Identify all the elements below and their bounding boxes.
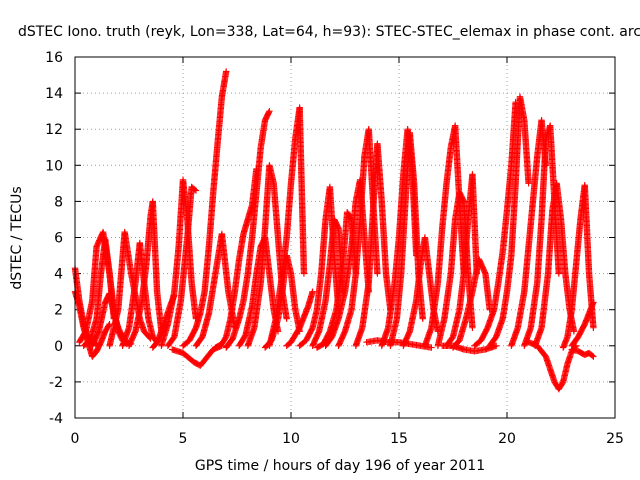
y-tick-label: 16 xyxy=(45,50,63,66)
x-tick-label: 5 xyxy=(179,431,188,447)
arc-series-11 xyxy=(164,183,200,349)
y-tick-label: -4 xyxy=(49,411,63,427)
y-tick-label: 14 xyxy=(45,86,63,102)
x-tick-label: 25 xyxy=(606,431,624,447)
data-point xyxy=(192,187,200,194)
y-tick-label: 2 xyxy=(54,303,63,319)
data-point xyxy=(191,186,199,193)
x-tick-label: 0 xyxy=(71,431,80,447)
arc-series-28 xyxy=(363,337,435,351)
tick-labels: -4 -2 0 2 4 6 8 10 12 14 16 0 5 10 15 20 25 xyxy=(45,50,624,447)
y-tick-label: 0 xyxy=(54,339,63,355)
data-points xyxy=(71,68,597,393)
x-tick-label: 15 xyxy=(390,431,408,447)
y-tick-label: 12 xyxy=(45,122,63,138)
y-tick-label: 6 xyxy=(54,231,63,247)
y-tick-label: 4 xyxy=(54,267,63,283)
x-tick-label: 20 xyxy=(498,431,516,447)
y-tick-label: 10 xyxy=(45,158,63,174)
arc-series-14 xyxy=(192,230,239,349)
data-point xyxy=(105,322,113,329)
x-tick-label: 10 xyxy=(282,431,300,447)
y-tick-label: 8 xyxy=(54,194,63,210)
chart-title: dSTEC Iono. truth (reyk, Lon=338, Lat=64… xyxy=(18,24,640,40)
y-tick-label: -2 xyxy=(49,375,63,391)
